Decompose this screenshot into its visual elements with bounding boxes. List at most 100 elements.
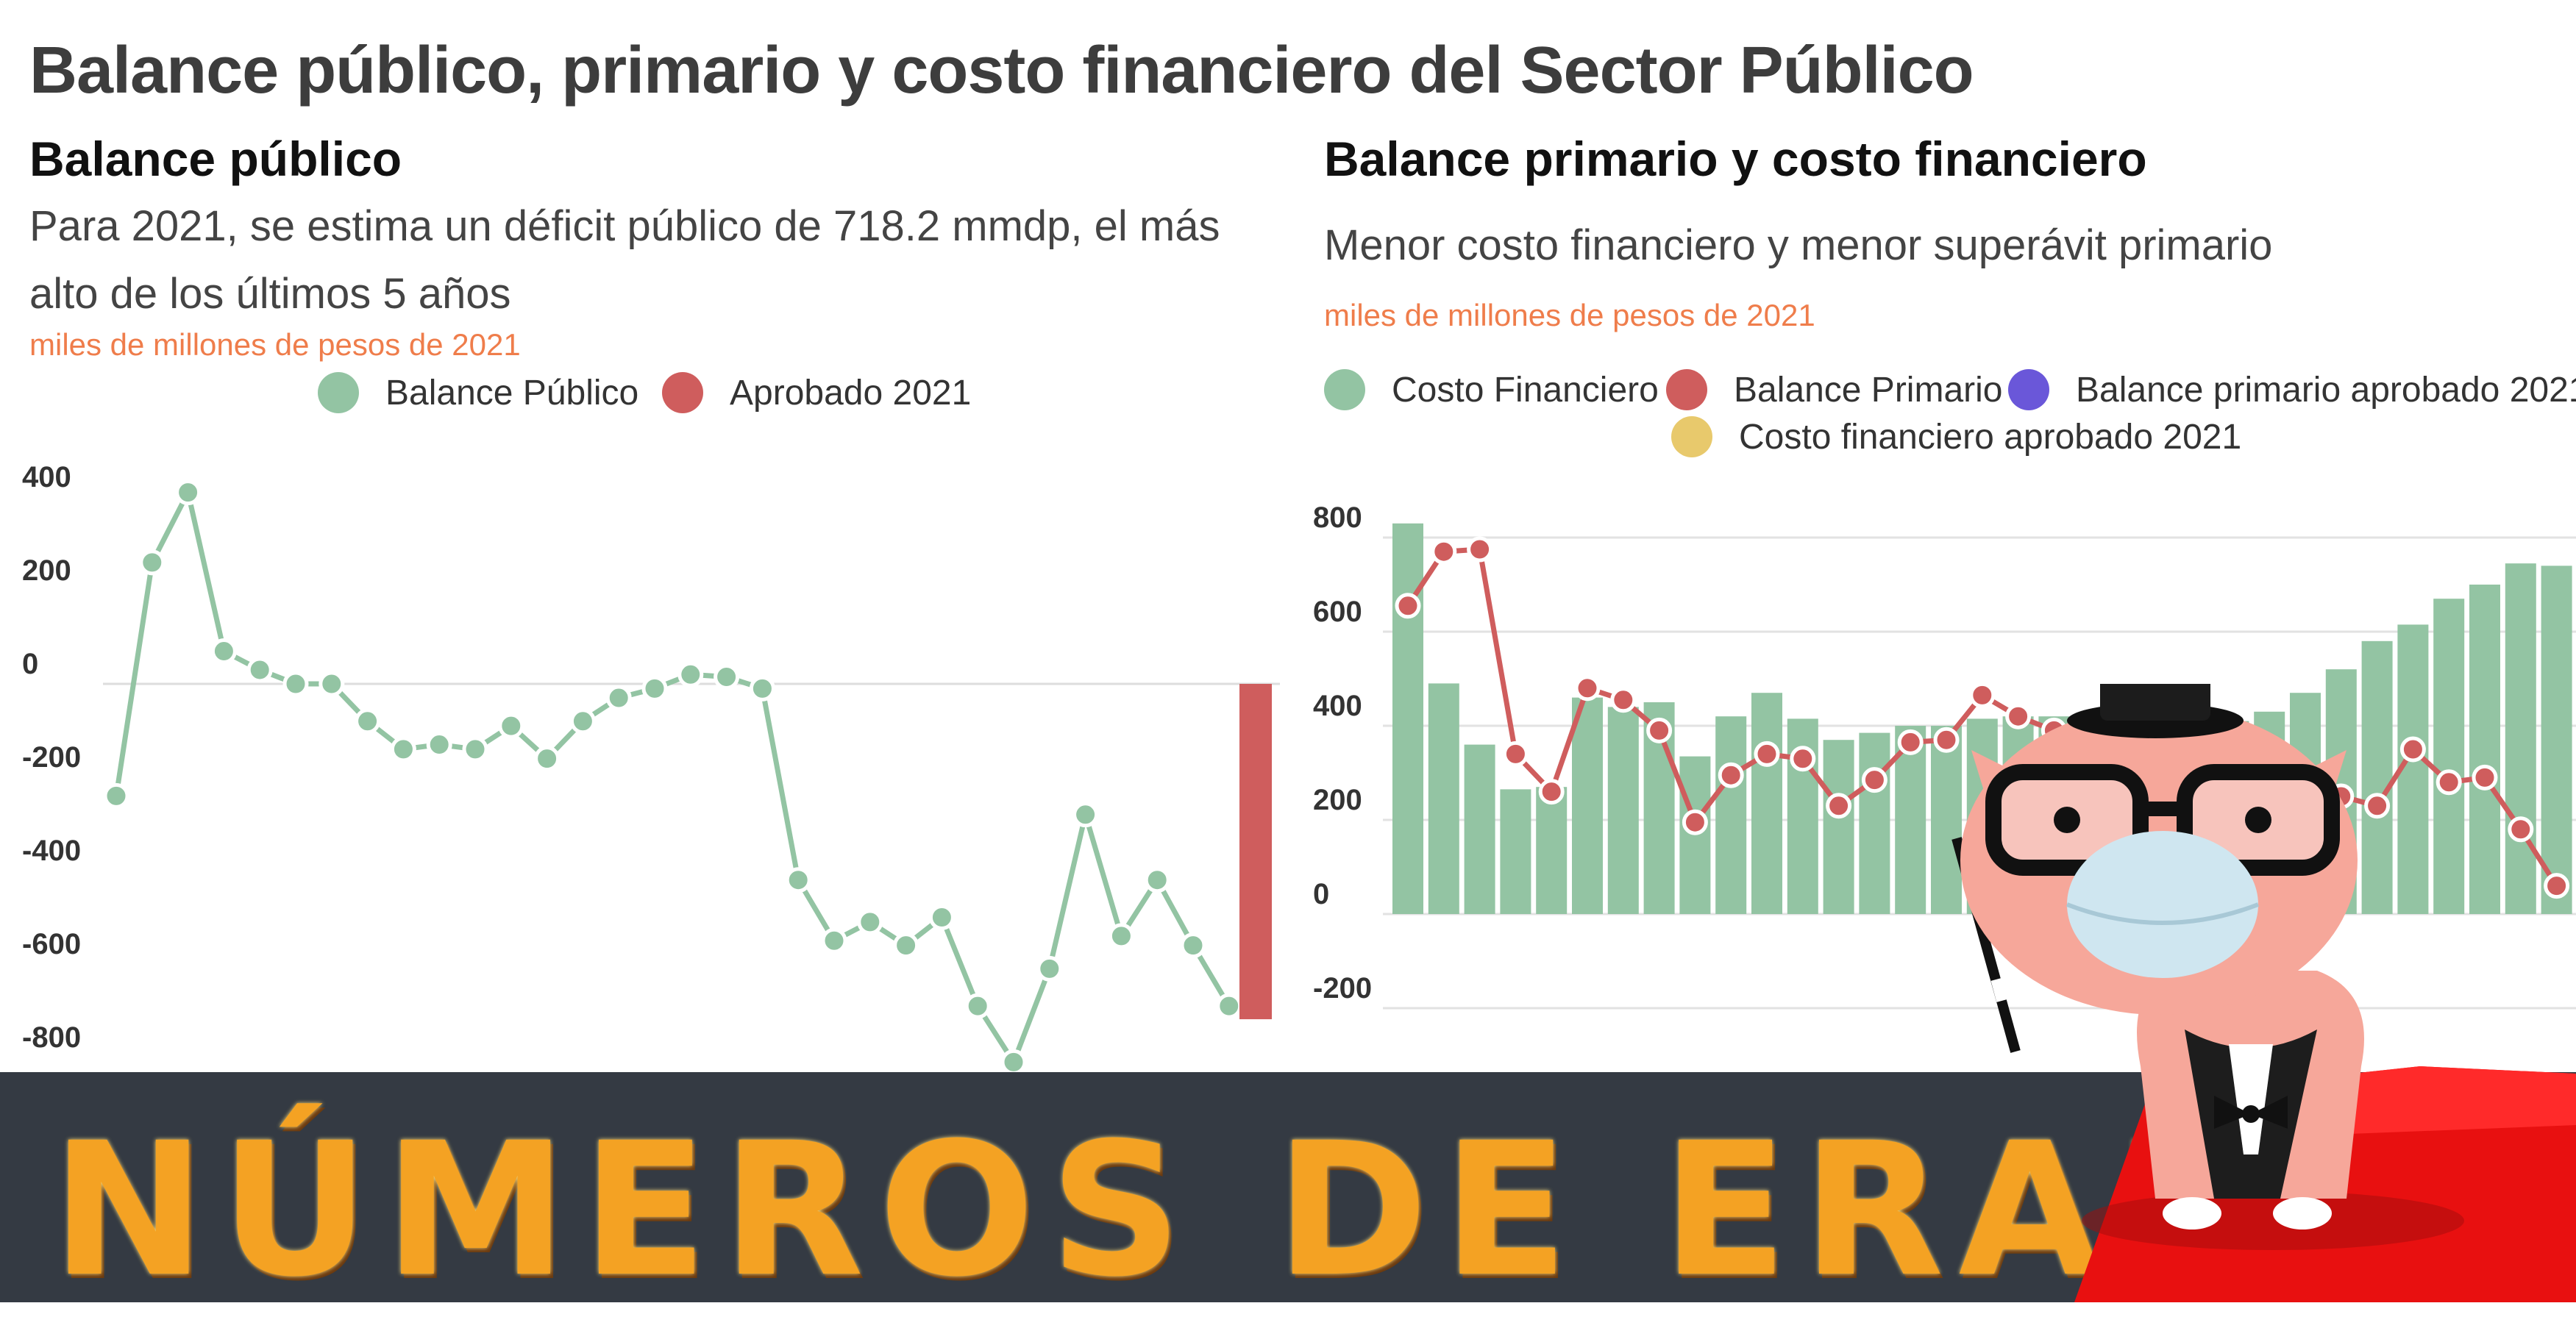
costo-financiero-bar: [2469, 585, 2500, 914]
balance-publico-point: [677, 661, 704, 688]
aprobado-2021-bar: [1239, 684, 1272, 1020]
baton-band: [1990, 976, 2015, 1002]
balance-publico-point: [749, 675, 775, 702]
balance-publico-point: [498, 713, 524, 739]
y-tick-label: 800: [1313, 502, 1362, 534]
y-tick-label: 400: [22, 461, 71, 493]
left-panel-subtitle: Para 2021, se estima un déficit público …: [29, 202, 1220, 318]
balance-primario-point: [1933, 727, 1960, 753]
legend-label: Balance Primario: [1734, 370, 2003, 410]
balance-publico-point: [605, 685, 632, 711]
legend-label: Costo Financiero: [1392, 370, 1659, 410]
balance-primario-point: [2544, 873, 2570, 899]
costo-financiero-bar: [2433, 599, 2465, 914]
y-tick-label: 200: [1313, 784, 1362, 816]
legend-label: Aprobado 2021: [730, 373, 972, 413]
balance-primario-point: [2472, 764, 2498, 790]
balance-publico-point: [246, 657, 273, 683]
y-tick-label: 0: [1313, 878, 1329, 910]
costo-financiero-bar: [1607, 707, 1639, 914]
pig-mascot-illustration: [1951, 684, 2576, 1302]
balance-publico-point: [103, 782, 129, 809]
balance-publico-point: [569, 708, 596, 735]
y-tick-label: -600: [22, 928, 81, 960]
costo-financiero-bar: [1931, 726, 1962, 914]
balance-publico-point: [210, 638, 237, 665]
balance-publico-point: [1144, 867, 1170, 893]
top-hat-icon: [2067, 684, 2244, 738]
y-tick-label: -800: [22, 1021, 81, 1054]
balance-publico-point: [319, 671, 345, 697]
balance-publico-point: [821, 927, 847, 954]
y-tick-label: 400: [1313, 690, 1362, 722]
balance-publico-point: [1036, 955, 1063, 982]
balance-publico-point: [785, 867, 811, 893]
balance-primario-point: [1395, 593, 1421, 619]
balance-primario-point: [2364, 793, 2391, 819]
balance-primario-point: [1646, 717, 1673, 743]
balance-primario-point: [2005, 703, 2032, 729]
legend-swatch: [1324, 369, 1365, 410]
y-tick-label: -200: [1313, 972, 1372, 1004]
costo-financiero-bar: [1500, 789, 1531, 914]
costo-financiero-bar: [1464, 744, 1495, 914]
balance-primario-point: [1538, 779, 1565, 805]
balance-publico-point: [534, 746, 561, 772]
legend-swatch: [318, 372, 359, 413]
balance-publico-point: [893, 932, 919, 959]
balance-publico-point: [1216, 993, 1242, 1019]
balance-publico-point: [139, 549, 166, 576]
mascot-shadow: [2082, 1191, 2464, 1250]
balance-primario-point: [1969, 682, 1996, 708]
legend-label: Costo financiero aprobado 2021: [1739, 417, 2242, 457]
legend-costo-financiero-aprobado: Costo financiero aprobado 2021: [1671, 416, 2241, 457]
balance-primario-point: [1790, 746, 1816, 772]
costo-financiero-bar: [1572, 697, 1603, 914]
balance-primario-point: [1682, 809, 1708, 835]
costo-financiero-bar: [1536, 787, 1568, 914]
balance-primario-point: [1610, 687, 1637, 713]
balance-publico-point: [928, 904, 955, 930]
y-tick-label: 600: [1313, 596, 1362, 628]
balance-publico-point: [175, 479, 202, 506]
legend-balance-publico: Balance Público: [318, 372, 638, 413]
balance-primario-point: [1826, 793, 1852, 819]
costo-financiero-bar: [1392, 523, 1423, 914]
balance-primario-point: [1467, 536, 1493, 563]
legend-aprobado-2021: Aprobado 2021: [662, 372, 971, 413]
balance-primario-point: [1861, 767, 1887, 793]
costo-financiero-bar: [1751, 693, 1782, 914]
y-tick-label: 200: [22, 554, 71, 587]
y-tick-label: -400: [22, 835, 81, 867]
pig-head: [1960, 706, 2358, 1015]
right-panel-title: Balance primario y costo financiero: [1324, 132, 2147, 186]
costo-financiero-bar: [2505, 563, 2536, 914]
balance-primario-point: [1897, 729, 1924, 755]
balance-publico-point: [390, 736, 416, 763]
legend-label: Balance primario aprobado 2021: [2076, 370, 2576, 410]
balance-publico-point: [1108, 923, 1134, 949]
balance-publico-point: [426, 732, 452, 758]
balance-primario-point: [1431, 538, 1457, 565]
balance-publico-point: [641, 675, 668, 702]
balance-publico-point: [1000, 1049, 1027, 1072]
costo-financiero-bar: [1859, 732, 1890, 914]
page-title: Balance público, primario y costo financ…: [29, 34, 1974, 107]
legend-swatch: [1666, 369, 1707, 410]
balance-publico-point: [462, 736, 488, 763]
balance-publico-point: [355, 708, 381, 735]
balance-primario-point: [1718, 762, 1744, 788]
balance-publico-point: [857, 909, 883, 935]
balance-publico-point: [282, 671, 309, 697]
balance-primario-point: [2399, 736, 2426, 763]
costo-financiero-bar: [2541, 565, 2572, 914]
balance-publico-line: [113, 485, 1231, 1068]
balance-publico-point: [1072, 802, 1099, 828]
costo-financiero-bar: [1895, 726, 1926, 914]
balance-primario-point: [2436, 769, 2462, 796]
left-panel-title: Balance público: [29, 132, 402, 186]
right-panel-subtitle: Menor costo financiero y menor superávit…: [1324, 221, 2273, 269]
legend-swatch: [662, 372, 703, 413]
costo-financiero-bar: [2361, 640, 2393, 914]
balance-primario-point: [2508, 816, 2534, 843]
